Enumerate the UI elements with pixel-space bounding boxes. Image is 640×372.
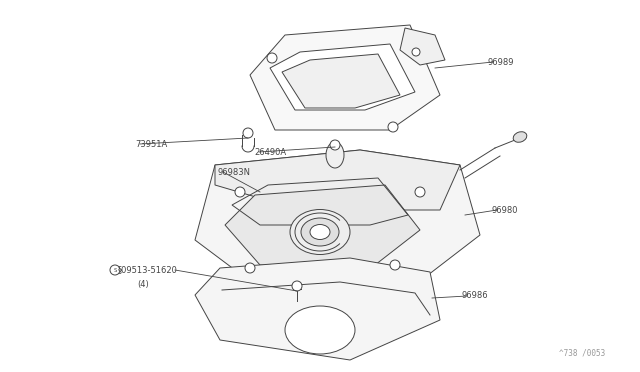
Ellipse shape bbox=[301, 218, 339, 246]
Text: 96989: 96989 bbox=[488, 58, 515, 67]
Ellipse shape bbox=[513, 132, 527, 142]
Polygon shape bbox=[250, 25, 440, 130]
Polygon shape bbox=[400, 28, 445, 65]
Polygon shape bbox=[195, 150, 480, 285]
Circle shape bbox=[292, 281, 302, 291]
Text: §09513-51620: §09513-51620 bbox=[118, 266, 178, 275]
Circle shape bbox=[388, 122, 398, 132]
Polygon shape bbox=[225, 185, 420, 265]
Ellipse shape bbox=[326, 142, 344, 168]
Circle shape bbox=[267, 53, 277, 63]
Text: ^738 /0053: ^738 /0053 bbox=[559, 349, 605, 358]
Ellipse shape bbox=[285, 306, 355, 354]
Polygon shape bbox=[270, 44, 415, 110]
Text: 96980: 96980 bbox=[492, 205, 518, 215]
Circle shape bbox=[245, 263, 255, 273]
Circle shape bbox=[330, 140, 340, 150]
Text: 73951A: 73951A bbox=[135, 140, 167, 148]
Text: S: S bbox=[113, 267, 116, 273]
Text: 96983N: 96983N bbox=[218, 167, 251, 176]
Polygon shape bbox=[195, 258, 440, 360]
Text: 96986: 96986 bbox=[462, 292, 488, 301]
Circle shape bbox=[243, 128, 253, 138]
Text: (4): (4) bbox=[137, 280, 148, 289]
Circle shape bbox=[390, 260, 400, 270]
Text: 26490A: 26490A bbox=[254, 148, 286, 157]
Polygon shape bbox=[282, 54, 400, 108]
Ellipse shape bbox=[290, 209, 350, 254]
Ellipse shape bbox=[310, 224, 330, 240]
Polygon shape bbox=[215, 150, 460, 210]
Circle shape bbox=[412, 48, 420, 56]
Circle shape bbox=[235, 187, 245, 197]
Circle shape bbox=[415, 187, 425, 197]
